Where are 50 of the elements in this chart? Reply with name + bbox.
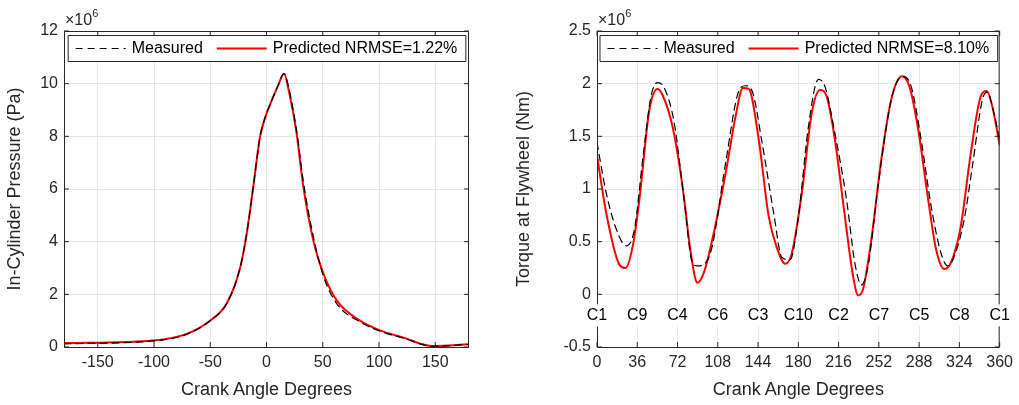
legend-label: Predicted NRMSE=1.22% [272,38,458,56]
x-tick-label: -100 [137,353,171,371]
x-tick-label: -150 [81,353,114,371]
x-tick-label: 0 [262,353,272,371]
y-tick-label: 4 [49,232,59,250]
x-tick-label: 324 [946,353,973,371]
y-tick-label: 2 [49,284,59,302]
y-tick-label: 0 [49,337,59,355]
y-tick-label: 10 [40,74,59,92]
x-axis-title: Crank Angle Degrees [180,379,353,400]
y-axis-title: Torque at Flywheel (Nm) [512,90,533,288]
legend-label: Measured [663,38,735,56]
annotation: C9 [627,305,648,323]
x-tick-label: 288 [905,353,933,371]
x-tick-label: 216 [825,353,853,371]
y-tick-label: 1 [582,179,592,197]
annotation: C1 [989,305,1010,323]
annotation: C10 [783,305,814,323]
x-tick-label: 100 [365,353,393,371]
x-tick-label: 150 [421,353,449,371]
x-tick-label: -50 [198,353,222,371]
y-tick-label: 0 [582,284,592,302]
y-tick-label: 0.5 [568,232,592,250]
annotation: C1 [586,305,608,323]
annotation: C8 [949,305,970,323]
y-tick-label: 12 [40,21,59,39]
annotation: C3 [747,305,769,323]
x-tick-label: 108 [704,353,732,371]
x-tick-label: 360 [986,353,1014,371]
y-tick-label: 2.5 [568,21,592,39]
y-tick-label: -0.5 [563,337,592,355]
annotation: C4 [667,305,688,323]
x-tick-label: 252 [865,353,893,371]
x-tick-label: 36 [628,353,647,371]
x-tick-label: 50 [313,353,332,371]
y-tick-label: 6 [49,179,59,197]
y-tick-label: 2 [582,74,592,92]
annotation: C7 [868,305,890,323]
x-tick-label: 72 [668,353,687,371]
y-tick-label: 8 [49,126,59,144]
y-axis-title: In-Cylinder Pressure (Pa) [3,87,24,291]
x-tick-label: 180 [784,353,812,371]
x-tick-label: 144 [744,353,772,371]
y-tick-label: 1.5 [568,126,592,144]
annotation: C5 [908,305,930,323]
x-axis-title: Crank Angle Degrees [712,379,884,400]
annotation: C2 [828,305,849,323]
legend-label: Measured [131,38,203,56]
legend-label: Predicted NRMSE=8.10% [804,38,990,56]
annotation: C6 [707,305,729,323]
